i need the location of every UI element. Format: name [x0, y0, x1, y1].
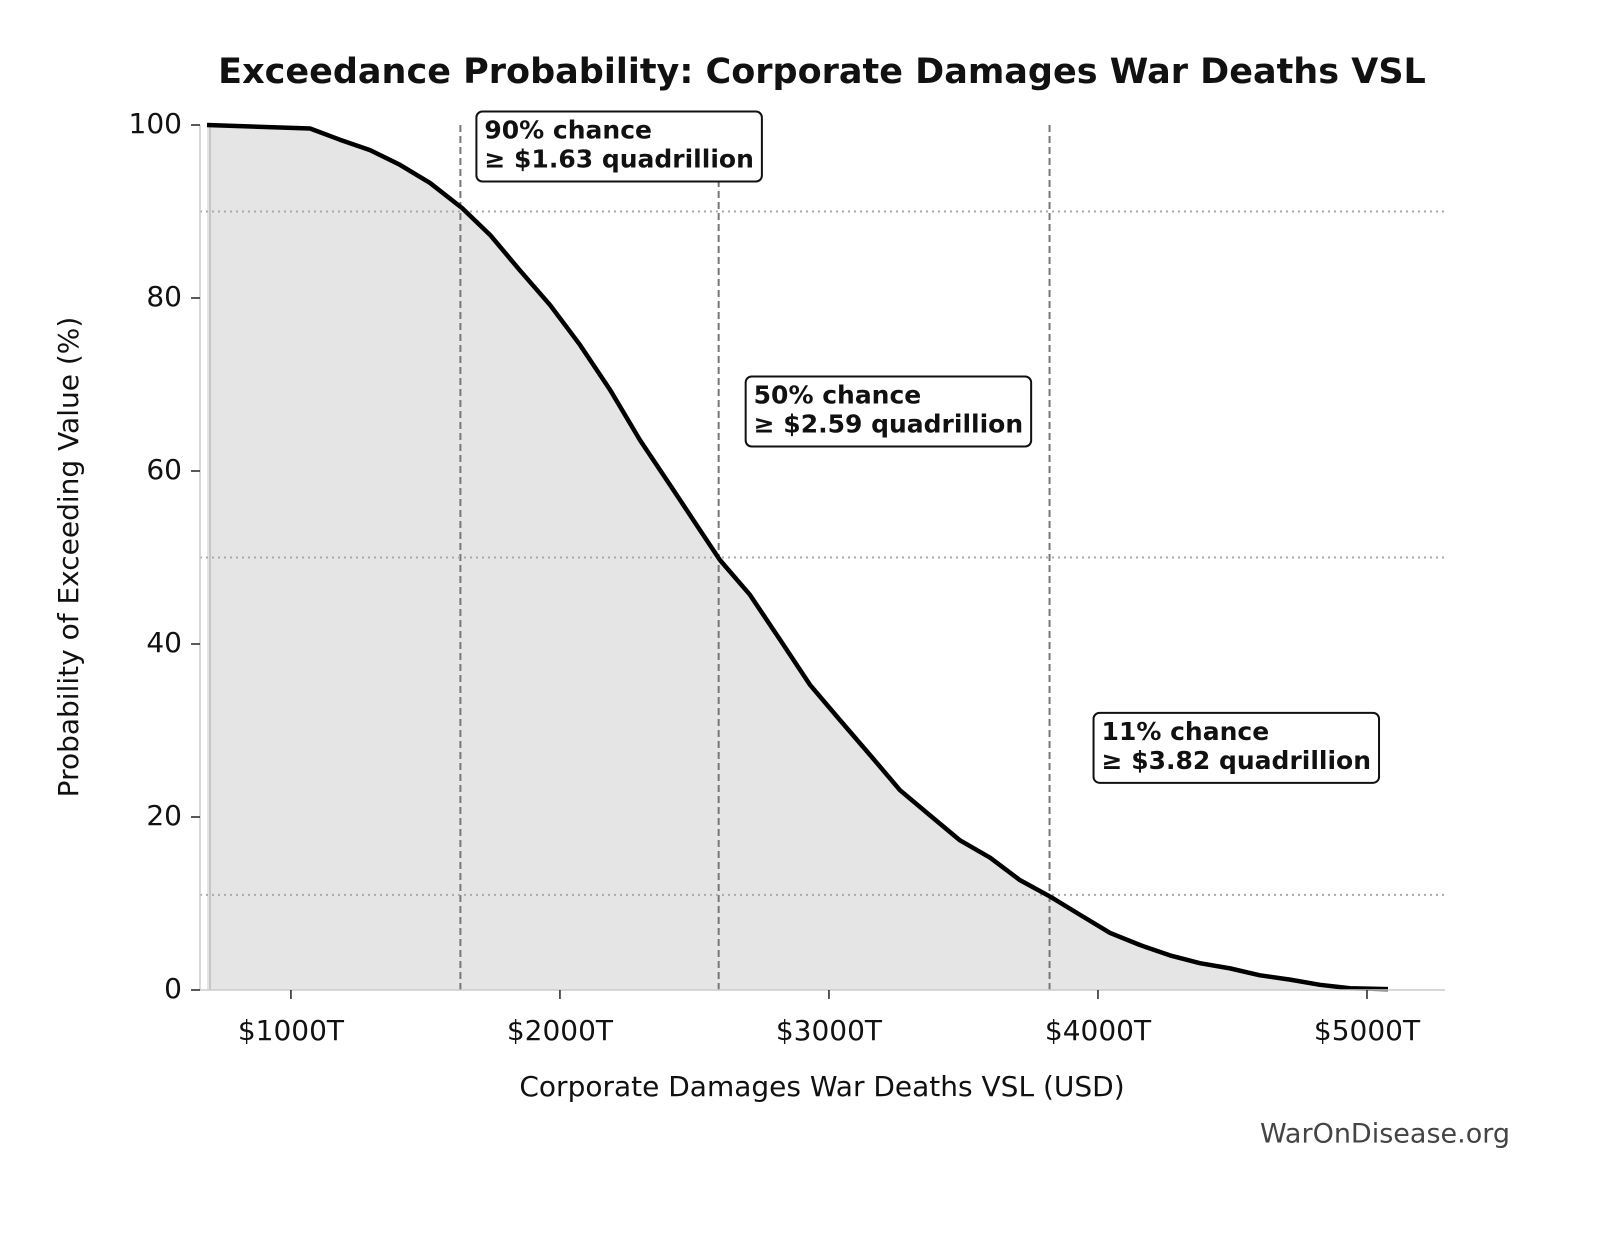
annotation: 50% chance≥ $2.59 quadrillion — [744, 375, 1033, 448]
annotation-box — [744, 375, 1033, 448]
annotation: 90% chance≥ $1.63 quadrillion — [475, 110, 763, 183]
line — [206, 122, 1389, 992]
y-tick-label: 60 — [146, 453, 182, 486]
x-tick-label: $4000T — [1045, 1014, 1152, 1047]
annotation-text: ≥ $1.63 quadrillion — [484, 145, 753, 174]
x-tick-label: $1000T — [238, 1014, 345, 1047]
area — [206, 125, 1388, 990]
y-axis-label: Probability of Exceeding Value (%) — [52, 317, 85, 798]
annotation-box — [1092, 711, 1381, 784]
annotation-box — [475, 110, 763, 183]
annotation-text: 90% chance — [484, 116, 652, 145]
y-tick-label: 80 — [146, 280, 182, 313]
x-axis-label: Corporate Damages War Deaths VSL (USD) — [519, 1070, 1124, 1103]
watermark: WarOnDisease.org — [1260, 1119, 1510, 1150]
annotation-text: ≥ $3.82 quadrillion — [1102, 746, 1371, 775]
annotation-text: ≥ $2.59 quadrillion — [754, 410, 1023, 439]
y-tick-label: 20 — [146, 799, 182, 832]
y-tick-label: 0 — [164, 972, 182, 1005]
annotation-text: 50% chance — [754, 381, 922, 410]
x-tick-label: $5000T — [1314, 1014, 1421, 1047]
chart-title: Exceedance Probability: Corporate Damage… — [218, 52, 1426, 92]
y-tick-label: 40 — [146, 626, 182, 659]
x-tick-label: $2000T — [507, 1014, 614, 1047]
annotation-text: 11% chance — [1102, 717, 1270, 746]
annotation: 11% chance≥ $3.82 quadrillion — [1092, 711, 1381, 784]
y-tick-label: 100 — [129, 107, 182, 140]
x-tick-label: $3000T — [776, 1014, 883, 1047]
